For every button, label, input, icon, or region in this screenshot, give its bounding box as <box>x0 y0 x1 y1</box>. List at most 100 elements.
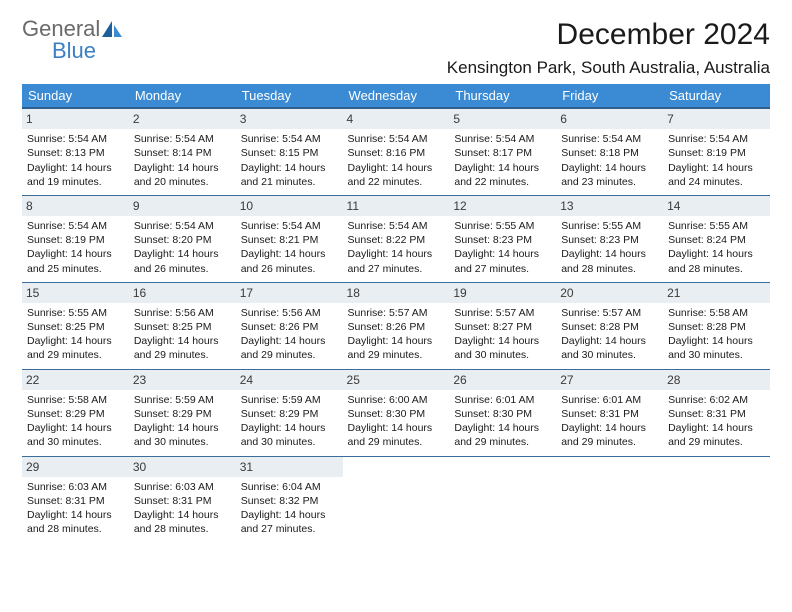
sunset-line: Sunset: 8:28 PM <box>561 320 658 334</box>
sunrise-line: Sunrise: 5:58 AM <box>27 393 124 407</box>
daylight-line: Daylight: 14 hours and 22 minutes. <box>454 161 551 189</box>
daylight-line: Daylight: 14 hours and 29 minutes. <box>134 334 231 362</box>
day-number: 12 <box>449 196 556 216</box>
day-header-row: Sunday Monday Tuesday Wednesday Thursday… <box>22 84 770 108</box>
day-number: 25 <box>343 370 450 390</box>
calendar-day-cell: 13Sunrise: 5:55 AMSunset: 8:23 PMDayligh… <box>556 195 663 282</box>
sunrise-line: Sunrise: 5:55 AM <box>561 219 658 233</box>
calendar-day-cell: 4Sunrise: 5:54 AMSunset: 8:16 PMDaylight… <box>343 108 450 195</box>
day-number: 5 <box>449 109 556 129</box>
day-number: 4 <box>343 109 450 129</box>
sunrise-line: Sunrise: 5:54 AM <box>27 219 124 233</box>
sunrise-line: Sunrise: 6:03 AM <box>134 480 231 494</box>
day-number: 22 <box>22 370 129 390</box>
calendar-day-cell: 25Sunrise: 6:00 AMSunset: 8:30 PMDayligh… <box>343 369 450 456</box>
day-number: 29 <box>22 457 129 477</box>
sunset-line: Sunset: 8:29 PM <box>241 407 338 421</box>
calendar-day-cell: 26Sunrise: 6:01 AMSunset: 8:30 PMDayligh… <box>449 369 556 456</box>
sunrise-line: Sunrise: 5:54 AM <box>348 132 445 146</box>
calendar-day-cell <box>663 456 770 542</box>
daylight-line: Daylight: 14 hours and 29 minutes. <box>348 421 445 449</box>
calendar-day-cell: 16Sunrise: 5:56 AMSunset: 8:25 PMDayligh… <box>129 282 236 369</box>
calendar-day-cell: 29 Sunrise: 6:03 AMSunset: 8:31 PMDayligh… <box>22 456 129 542</box>
sunrise-line: Sunrise: 5:55 AM <box>668 219 765 233</box>
sunset-line: Sunset: 8:26 PM <box>348 320 445 334</box>
calendar-day-cell <box>449 456 556 542</box>
day-number: 31 <box>236 457 343 477</box>
daylight-line: Daylight: 14 hours and 28 minutes. <box>27 508 124 536</box>
daylight-line: Daylight: 14 hours and 29 minutes. <box>241 334 338 362</box>
sunrise-line: Sunrise: 5:56 AM <box>241 306 338 320</box>
sunrise-line: Sunrise: 5:57 AM <box>348 306 445 320</box>
day-number: 24 <box>236 370 343 390</box>
daylight-line: Daylight: 14 hours and 30 minutes. <box>561 334 658 362</box>
calendar-day-cell: 5Sunrise: 5:54 AMSunset: 8:17 PMDaylight… <box>449 108 556 195</box>
sunrise-line: Sunrise: 5:57 AM <box>454 306 551 320</box>
daylight-line: Daylight: 14 hours and 27 minutes. <box>348 247 445 275</box>
day-header: Thursday <box>449 84 556 108</box>
sunset-line: Sunset: 8:31 PM <box>561 407 658 421</box>
day-number: 8 <box>22 196 129 216</box>
sunrise-line: Sunrise: 5:55 AM <box>27 306 124 320</box>
day-number: 19 <box>449 283 556 303</box>
sunrise-line: Sunrise: 6:03 AM <box>27 480 124 494</box>
calendar-day-cell: 24Sunrise: 5:59 AMSunset: 8:29 PMDayligh… <box>236 369 343 456</box>
sunset-line: Sunset: 8:26 PM <box>241 320 338 334</box>
day-number: 17 <box>236 283 343 303</box>
daylight-line: Daylight: 14 hours and 26 minutes. <box>241 247 338 275</box>
month-title: December 2024 <box>447 18 770 52</box>
calendar-day-cell: 2Sunrise: 5:54 AMSunset: 8:14 PMDaylight… <box>129 108 236 195</box>
sunset-line: Sunset: 8:28 PM <box>668 320 765 334</box>
sunrise-line: Sunrise: 5:58 AM <box>668 306 765 320</box>
daylight-line: Daylight: 14 hours and 30 minutes. <box>668 334 765 362</box>
calendar-day-cell: 6Sunrise: 5:54 AMSunset: 8:18 PMDaylight… <box>556 108 663 195</box>
calendar-week-row: 8Sunrise: 5:54 AMSunset: 8:19 PMDaylight… <box>22 195 770 282</box>
sunrise-line: Sunrise: 5:57 AM <box>561 306 658 320</box>
day-number: 28 <box>663 370 770 390</box>
sunset-line: Sunset: 8:31 PM <box>668 407 765 421</box>
sunrise-line: Sunrise: 5:54 AM <box>27 132 124 146</box>
sunset-line: Sunset: 8:25 PM <box>134 320 231 334</box>
calendar-day-cell: 11Sunrise: 5:54 AMSunset: 8:22 PMDayligh… <box>343 195 450 282</box>
daylight-line: Daylight: 14 hours and 29 minutes. <box>27 334 124 362</box>
day-number: 27 <box>556 370 663 390</box>
daylight-line: Daylight: 14 hours and 27 minutes. <box>241 508 338 536</box>
day-number: 30 <box>129 457 236 477</box>
logo-text-general: General <box>22 18 100 40</box>
daylight-line: Daylight: 14 hours and 30 minutes. <box>27 421 124 449</box>
sunset-line: Sunset: 8:18 PM <box>561 146 658 160</box>
day-header: Tuesday <box>236 84 343 108</box>
daylight-line: Daylight: 14 hours and 24 minutes. <box>668 161 765 189</box>
calendar-day-cell: 15Sunrise: 5:55 AMSunset: 8:25 PMDayligh… <box>22 282 129 369</box>
sunset-line: Sunset: 8:30 PM <box>348 407 445 421</box>
day-header: Sunday <box>22 84 129 108</box>
logo-sail-icon <box>102 21 124 37</box>
daylight-line: Daylight: 14 hours and 29 minutes. <box>561 421 658 449</box>
calendar-day-cell: 21Sunrise: 5:58 AMSunset: 8:28 PMDayligh… <box>663 282 770 369</box>
daylight-line: Daylight: 14 hours and 19 minutes. <box>27 161 124 189</box>
sunrise-line: Sunrise: 6:01 AM <box>561 393 658 407</box>
calendar-day-cell: 8Sunrise: 5:54 AMSunset: 8:19 PMDaylight… <box>22 195 129 282</box>
sunset-line: Sunset: 8:24 PM <box>668 233 765 247</box>
sunset-line: Sunset: 8:30 PM <box>454 407 551 421</box>
sunrise-line: Sunrise: 5:56 AM <box>134 306 231 320</box>
day-number: 11 <box>343 196 450 216</box>
logo-line1-wrap: General <box>22 18 124 40</box>
day-number: 13 <box>556 196 663 216</box>
calendar-day-cell: 31Sunrise: 6:04 AMSunset: 8:32 PMDayligh… <box>236 456 343 542</box>
daylight-line: Daylight: 14 hours and 21 minutes. <box>241 161 338 189</box>
sunrise-line: Sunrise: 5:55 AM <box>454 219 551 233</box>
day-number: 3 <box>236 109 343 129</box>
sunset-line: Sunset: 8:31 PM <box>27 494 124 508</box>
sunset-line: Sunset: 8:25 PM <box>27 320 124 334</box>
sunset-line: Sunset: 8:29 PM <box>134 407 231 421</box>
sunrise-line: Sunrise: 5:54 AM <box>454 132 551 146</box>
calendar-day-cell: 12Sunrise: 5:55 AMSunset: 8:23 PMDayligh… <box>449 195 556 282</box>
sunrise-line: Sunrise: 5:54 AM <box>668 132 765 146</box>
daylight-line: Daylight: 14 hours and 22 minutes. <box>348 161 445 189</box>
calendar-day-cell: 9Sunrise: 5:54 AMSunset: 8:20 PMDaylight… <box>129 195 236 282</box>
calendar-day-cell <box>343 456 450 542</box>
day-number: 7 <box>663 109 770 129</box>
sunset-line: Sunset: 8:29 PM <box>27 407 124 421</box>
daylight-line: Daylight: 14 hours and 29 minutes. <box>348 334 445 362</box>
